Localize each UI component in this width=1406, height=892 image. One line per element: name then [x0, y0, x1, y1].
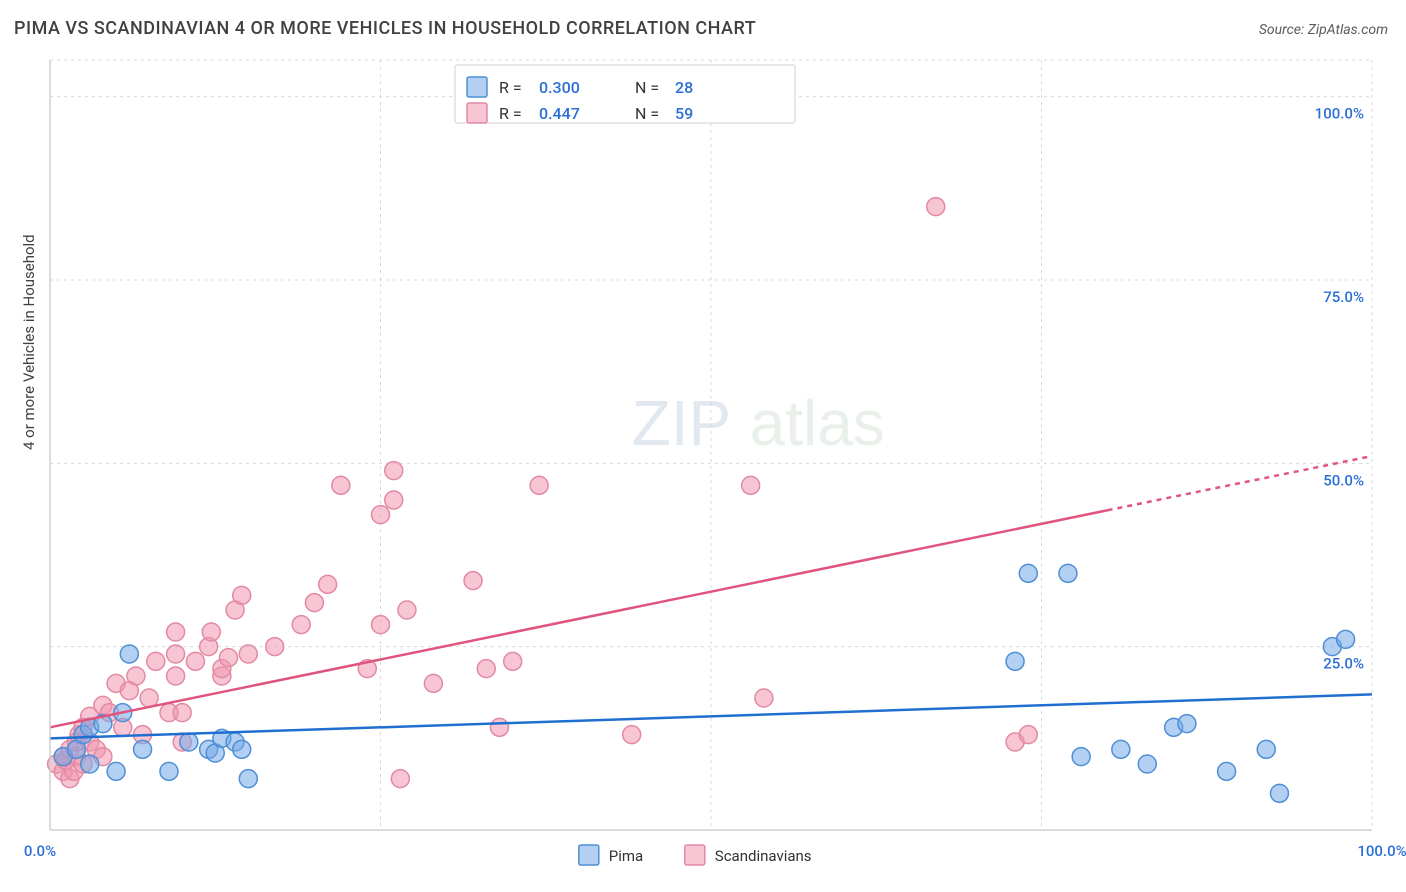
scan-point [167, 667, 185, 685]
svg-text:0.447: 0.447 [539, 104, 580, 123]
scan-legend-swatch [467, 103, 487, 123]
scan-point [233, 586, 251, 604]
scan-point [742, 476, 760, 494]
y-tick-label: 75.0% [1323, 288, 1364, 306]
scan-point [219, 649, 237, 667]
scan-point [167, 645, 185, 663]
svg-text:28: 28 [675, 78, 693, 97]
pima-point [134, 740, 152, 758]
svg-text:ZIP: ZIP [632, 387, 732, 459]
scatter-chart: ZIPatlas 25.0% 50.0% 75.0% 100.0% 0.0% 100.0… [0, 0, 1406, 892]
scan-point [140, 689, 158, 707]
x-tick-label: 100.0% [1357, 842, 1406, 860]
y-tick-label: 50.0% [1323, 471, 1364, 489]
pima-point [1178, 715, 1196, 733]
series-legend: Pima Scandinavians [579, 845, 812, 865]
x-tick-label: 0.0% [24, 842, 56, 860]
scan-point [186, 652, 204, 670]
pima-point [1218, 762, 1236, 780]
svg-text:0.300: 0.300 [539, 78, 580, 97]
scan-point [398, 601, 416, 619]
pima-point [160, 762, 178, 780]
scan-point [305, 594, 323, 612]
scan-point [385, 462, 403, 480]
scan-point [127, 667, 145, 685]
pima-point [1138, 755, 1156, 773]
scan-point [167, 623, 185, 641]
scan-point [391, 770, 409, 788]
svg-text:R =: R = [499, 78, 522, 97]
svg-text:R =: R = [499, 104, 522, 123]
scan-point [239, 645, 257, 663]
y-tick-labels: 25.0% 50.0% 75.0% 100.0% [1315, 105, 1364, 673]
scan-point [173, 704, 191, 722]
pima-legend-swatch-bottom [579, 845, 599, 865]
scan-point [332, 476, 350, 494]
scan-point [266, 638, 284, 656]
watermark: ZIPatlas [632, 387, 885, 459]
scan-point [927, 198, 945, 216]
pima-point [107, 762, 125, 780]
pima-point [239, 770, 257, 788]
scan-point [477, 660, 495, 678]
scan-point [424, 674, 442, 692]
scan-point [202, 623, 220, 641]
scan-point [1019, 726, 1037, 744]
pima-point [1059, 564, 1077, 582]
pima-point [1337, 630, 1355, 648]
svg-text:N =: N = [635, 104, 659, 123]
pima-point [180, 733, 198, 751]
pima-point [120, 645, 138, 663]
pima-point [1072, 748, 1090, 766]
scan-point [372, 506, 390, 524]
scan-point [319, 575, 337, 593]
pima-point [1006, 652, 1024, 670]
pima-legend-label: Pima [609, 847, 643, 865]
scan-point [385, 491, 403, 509]
scan-point [464, 572, 482, 590]
pima-point [1019, 564, 1037, 582]
scan-point [623, 726, 641, 744]
svg-text:N =: N = [635, 78, 659, 97]
y-tick-label: 25.0% [1323, 655, 1364, 673]
pima-legend-swatch [467, 77, 487, 97]
svg-text:59: 59 [675, 104, 693, 123]
scan-point [490, 718, 508, 736]
y-tick-label: 100.0% [1315, 105, 1364, 123]
scan-legend-swatch-bottom [685, 845, 705, 865]
correlation-legend: R = 0.300 N = 28 R = 0.447 N = 59 [455, 65, 795, 123]
scan-point [755, 689, 773, 707]
pima-point [1112, 740, 1130, 758]
scan-point [530, 476, 548, 494]
scandinavian-trend-line [50, 510, 1108, 727]
scan-point [504, 652, 522, 670]
pima-point [233, 740, 251, 758]
pima-point [1270, 784, 1288, 802]
svg-text:atlas: atlas [750, 387, 885, 459]
scan-legend-label: Scandinavians [715, 847, 812, 865]
scan-point [292, 616, 310, 634]
scan-point [147, 652, 165, 670]
pima-point [81, 755, 99, 773]
pima-point [1257, 740, 1275, 758]
scan-point [372, 616, 390, 634]
